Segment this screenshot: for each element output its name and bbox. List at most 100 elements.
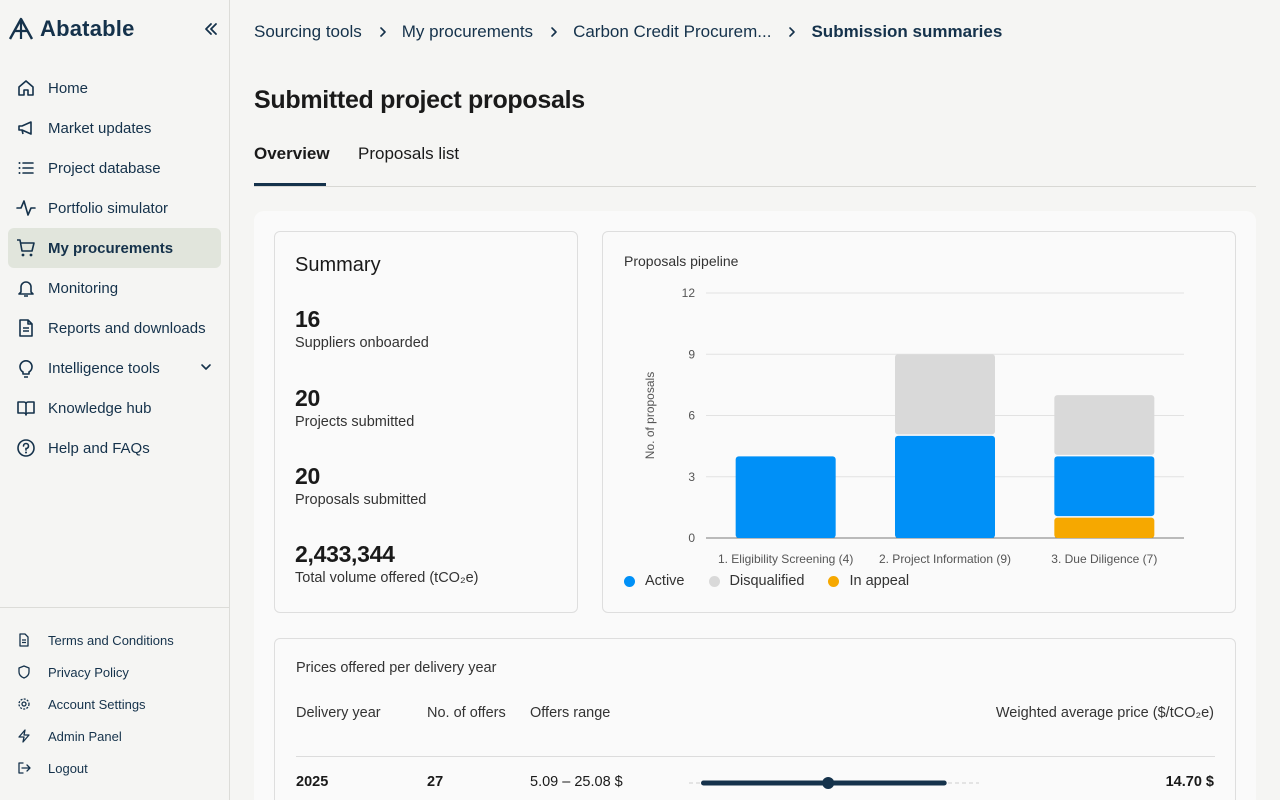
legend-label: In appeal [849,573,910,589]
sidebar-item-label: Reports and downloads [48,319,206,337]
sidebar-item-reports-and-downloads[interactable]: Reports and downloads [8,308,221,348]
cell-delivery-year: 2025 [296,774,329,790]
sidebar-item-my-procurements[interactable]: My procurements [8,228,221,268]
footer-item-account-settings[interactable]: Account Settings [8,688,221,720]
prices-title: Prices offered per delivery year [296,660,497,676]
sidebar-item-home[interactable]: Home [8,68,221,108]
footer-item-label: Logout [48,760,88,776]
legend-dot [828,575,840,587]
footer-item-label: Admin Panel [48,728,122,744]
breadcrumb-my-procurements[interactable]: My procurements [401,22,534,41]
stat-value: 20 [295,385,320,411]
overview-panel: Summary 16 Suppliers onboarded 20 Projec… [254,211,1256,800]
legend-active[interactable]: Active [624,573,685,589]
sidebar: Abatable Home Market updates Project dat… [0,0,230,800]
bell-icon [16,278,36,298]
cell-weighted-average: 14.70 $ [1165,774,1214,790]
pipeline-card: Proposals pipeline 0 3 6 9 12 No. of proposal… [602,231,1236,613]
footer-item-admin-panel[interactable]: Admin Panel [8,720,221,752]
sidebar-item-label: Monitoring [48,279,119,297]
home-icon [16,78,36,98]
column-header-weighted-average: Weighted average price ($/tCO₂e) [995,705,1214,721]
legend-dot [624,575,635,587]
abatable-logo-icon [8,17,34,40]
y-tick-label: 0 [688,531,695,545]
legend-disqualified[interactable]: Disqualified [708,573,805,589]
brand-name: Abatable [40,16,135,41]
column-header-offers-count: No. of offers [427,705,506,721]
sidebar-item-knowledge-hub[interactable]: Knowledge hub [8,388,221,428]
cart-icon [16,238,36,258]
footer-item-terms[interactable]: Terms and Conditions [8,624,221,656]
bolt-icon [16,728,32,744]
shield-icon [16,664,32,680]
sidebar-item-label: Home [48,79,89,97]
sidebar-divider [0,607,229,608]
document-icon [16,318,36,338]
tab-proposals-list[interactable]: Proposals list [358,144,460,163]
column-header-offers-range: Offers range [530,705,611,721]
chevron-right-icon [378,26,388,38]
y-tick-label: 3 [688,470,695,484]
footer-item-logout[interactable]: Logout [8,752,221,784]
chart-legend: Active Disqualified In appeal [624,573,933,589]
brand-logo[interactable]: Abatable [8,16,135,42]
bar-disqualified [895,354,995,435]
list-icon [16,158,36,178]
legend-dot [708,575,720,587]
column-header-delivery-year: Delivery year [296,705,381,721]
stat-value: 20 [295,463,320,489]
sidebar-item-monitoring[interactable]: Monitoring [8,268,221,308]
chevron-right-icon [549,26,559,38]
main-nav: Home Market updates Project database Por… [8,68,221,468]
document-icon [16,632,32,648]
help-icon [16,438,36,458]
breadcrumb: Sourcing tools My procurements Carbon Cr… [254,20,1002,44]
sidebar-item-portfolio-simulator[interactable]: Portfolio simulator [8,188,221,228]
y-tick-label: 9 [688,347,695,361]
footer-item-label: Terms and Conditions [48,632,174,648]
footer-nav: Terms and Conditions Privacy Policy Acco… [8,624,221,784]
breadcrumb-submission-summaries: Submission summaries [811,22,1003,41]
page-title: Submitted project proposals [254,86,585,114]
logout-icon [16,760,32,776]
sidebar-item-intelligence-tools[interactable]: Intelligence tools [8,348,221,388]
bar-disqualified [1054,395,1155,455]
legend-label: Disqualified [729,573,805,589]
sidebar-item-label: Knowledge hub [48,399,152,417]
footer-item-label: Account Settings [48,696,146,712]
sidebar-item-label: Project database [48,159,161,177]
sidebar-item-help-and-faqs[interactable]: Help and FAQs [8,428,221,468]
bar-active [895,435,995,538]
cell-offers-range: 5.09 – 25.08 $ [530,774,623,790]
stat-label: Total volume offered (tCO₂e) [295,570,479,586]
sidebar-item-label: Intelligence tools [48,359,160,377]
y-tick-label: 6 [688,409,695,423]
summary-title: Summary [295,254,381,276]
bar-active [1054,456,1155,517]
footer-item-label: Privacy Policy [48,664,129,680]
bar-in-appeal [1054,517,1155,538]
bar-active [735,456,836,538]
collapse-sidebar-button[interactable] [200,18,222,40]
sidebar-item-project-database[interactable]: Project database [8,148,221,188]
chevron-down-icon[interactable] [199,360,213,378]
pipeline-title: Proposals pipeline [624,253,739,269]
breadcrumb-carbon-credit-procurement[interactable]: Carbon Credit Procurem... [573,22,772,41]
activity-icon [16,198,36,218]
stat-volume: 2,433,344 Total volume offered (tCO₂e) [295,541,478,586]
breadcrumb-sourcing-tools[interactable]: Sourcing tools [254,22,362,41]
sidebar-item-market-updates[interactable]: Market updates [8,108,221,148]
active-tab-indicator [254,183,326,186]
footer-item-privacy[interactable]: Privacy Policy [8,656,221,688]
x-tick-label: 1. Eligibility Screening (4) [718,552,853,566]
stat-projects: 20 Projects submitted [295,385,414,430]
pipeline-chart: 0 3 6 9 12 No. of proposals 1. Eligibility Scr… [643,286,1184,566]
y-tick-label: 12 [682,286,696,300]
stat-value: 16 [295,306,320,332]
sidebar-item-label: My procurements [48,239,174,257]
tab-overview[interactable]: Overview [254,144,330,163]
x-tick-label: 3. Due Diligence (7) [1051,552,1157,566]
megaphone-icon [16,118,36,138]
legend-in-appeal[interactable]: In appeal [828,573,909,589]
